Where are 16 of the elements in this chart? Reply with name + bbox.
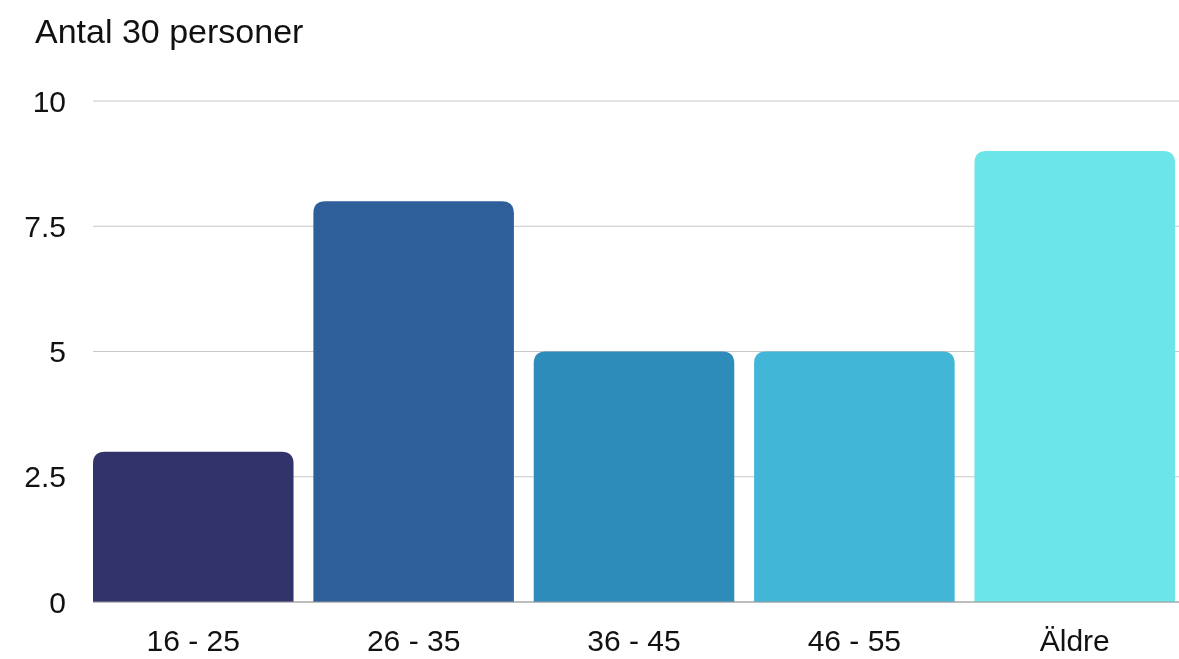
bar bbox=[533, 351, 735, 602]
x-tick-label: 36 - 45 bbox=[587, 624, 681, 657]
x-tick-label: 16 - 25 bbox=[146, 624, 240, 657]
bar bbox=[313, 201, 514, 602]
bar bbox=[93, 451, 294, 602]
y-tick-label: 5 bbox=[49, 335, 66, 368]
y-tick-label: 7.5 bbox=[24, 209, 66, 243]
y-tick-label: 10 bbox=[32, 84, 66, 118]
bar bbox=[754, 351, 955, 602]
y-tick-label: 0 bbox=[49, 585, 66, 619]
x-tick-label: Äldre bbox=[1039, 624, 1110, 657]
y-tick-label: 2.5 bbox=[24, 460, 66, 494]
bar bbox=[974, 151, 1175, 602]
chart-title: Antal 30 personer bbox=[35, 12, 304, 50]
x-tick-label: 46 - 55 bbox=[807, 624, 902, 657]
x-tick-label: 26 - 35 bbox=[366, 624, 461, 657]
